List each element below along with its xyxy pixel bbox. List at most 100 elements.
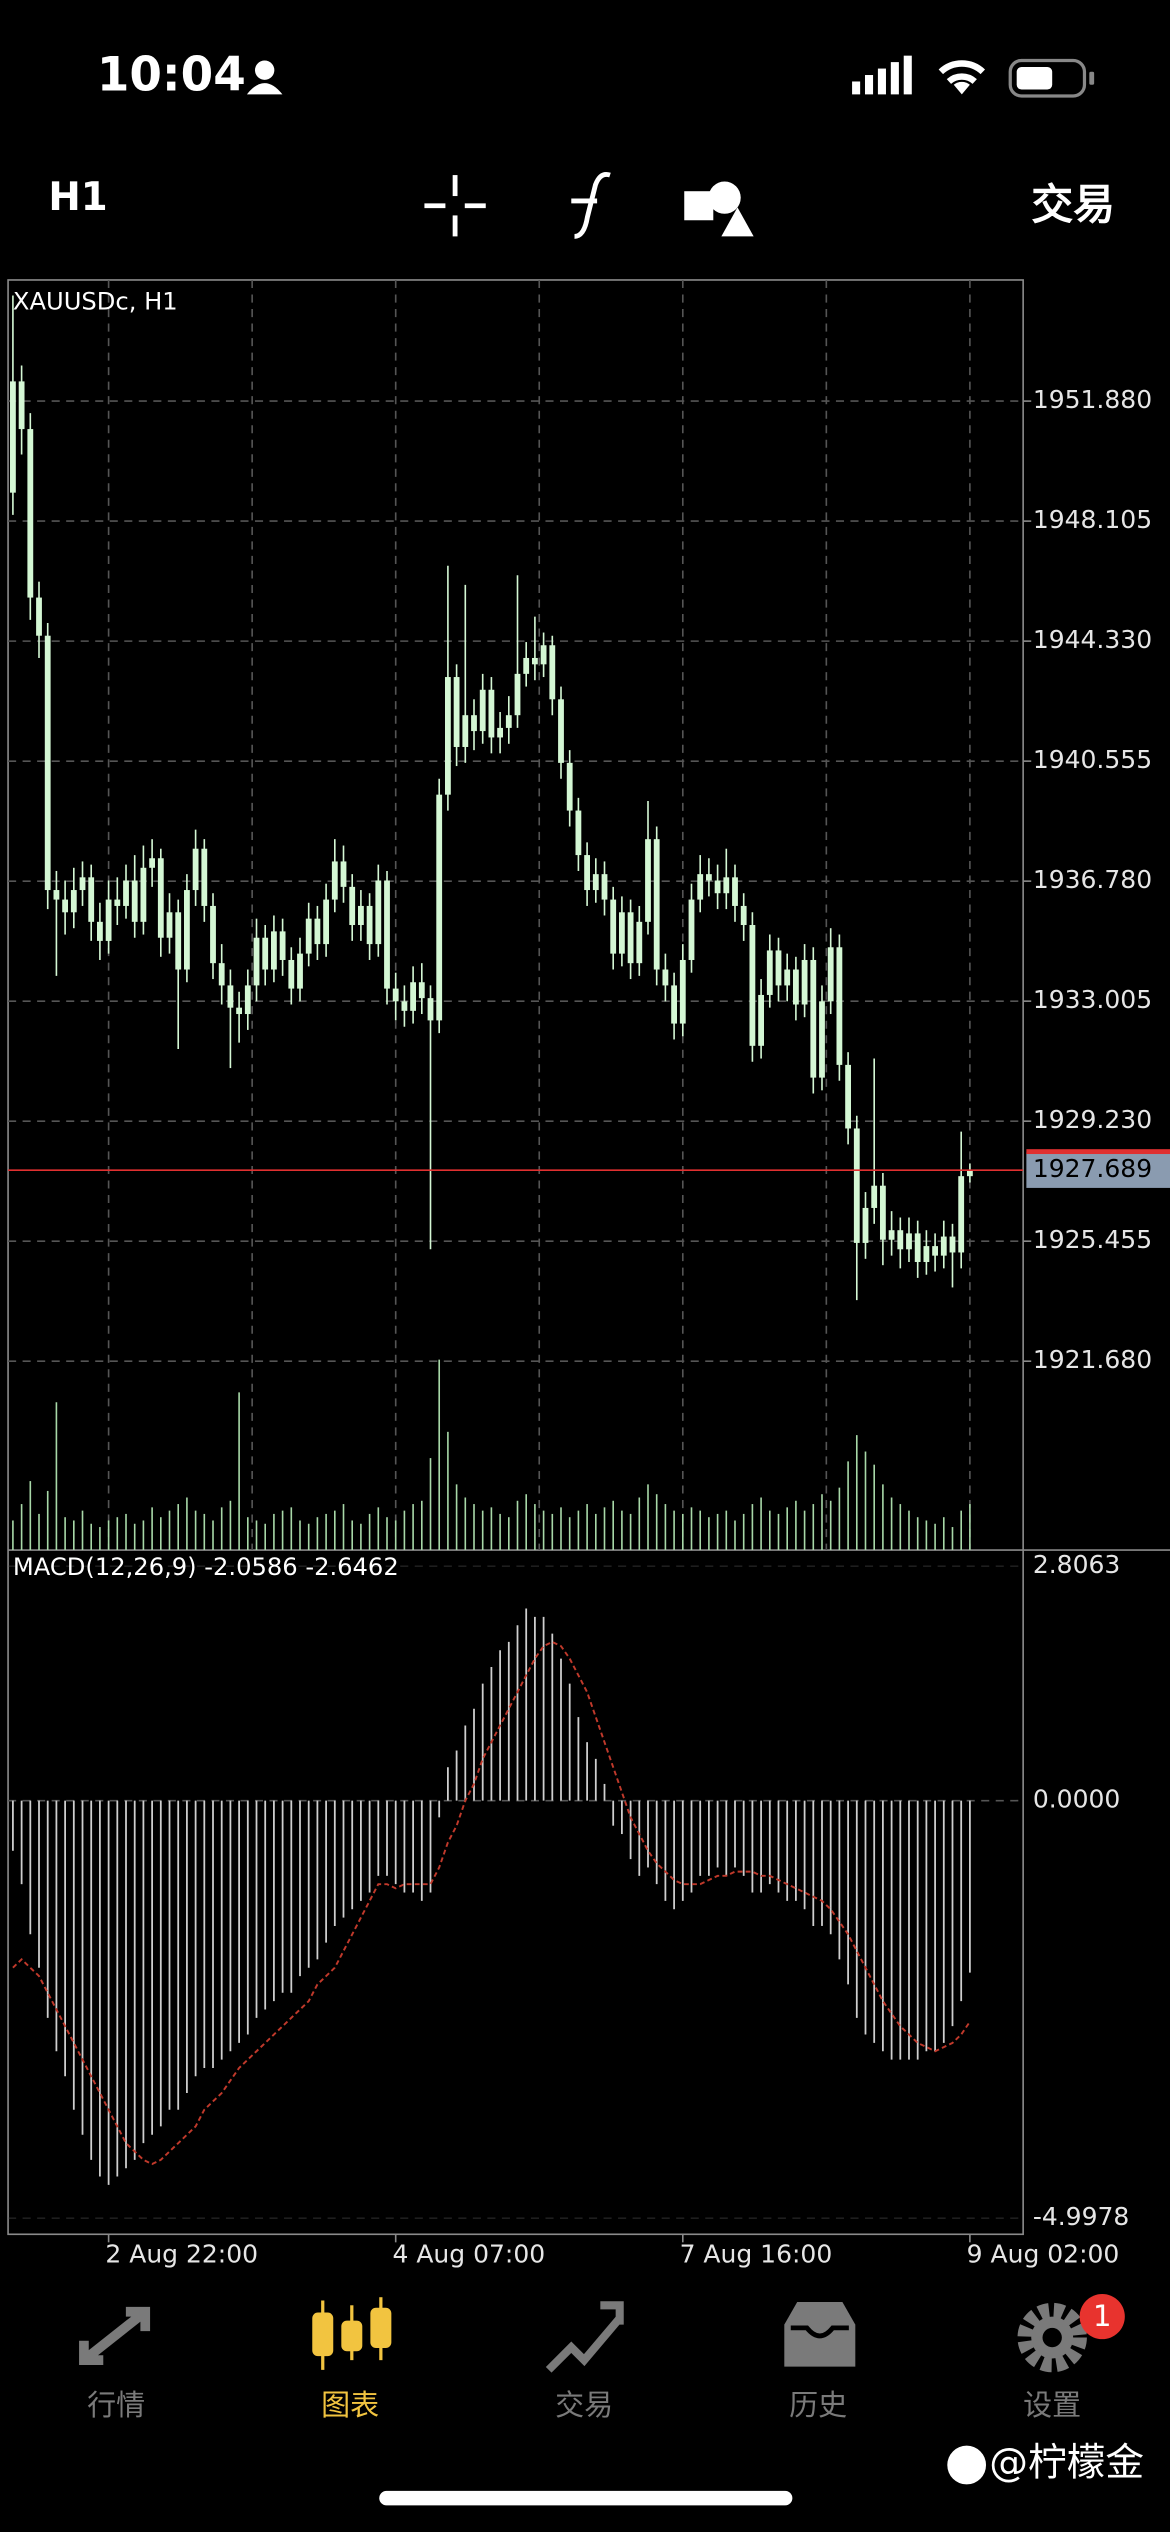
candle-body bbox=[253, 937, 260, 986]
tab-history[interactable]: 历史 bbox=[784, 2302, 856, 2422]
candle-body bbox=[566, 762, 573, 811]
candle-body bbox=[714, 880, 721, 894]
candle-body bbox=[88, 877, 95, 922]
candle-body bbox=[262, 937, 269, 970]
y-tick-label: -4.9978 bbox=[1033, 2202, 1129, 2231]
candle-body bbox=[497, 727, 504, 738]
candle-body bbox=[662, 969, 669, 986]
candle-body bbox=[723, 877, 730, 894]
candles bbox=[10, 295, 973, 1301]
candle-body bbox=[279, 931, 286, 960]
candle-body bbox=[584, 855, 591, 891]
current-price-marker bbox=[1026, 1149, 1170, 1155]
status-time: 10:04 bbox=[97, 49, 246, 103]
y-tick-label: 1951.880 bbox=[1033, 385, 1152, 414]
y-tick-label: 1933.005 bbox=[1033, 985, 1152, 1014]
candle-body bbox=[227, 985, 234, 1008]
y-tick-label: 2.8063 bbox=[1033, 1550, 1120, 1579]
candle-body bbox=[36, 597, 42, 636]
objects-button[interactable] bbox=[684, 181, 754, 237]
candle-body bbox=[888, 1230, 895, 1240]
y-tick-label: 1929.230 bbox=[1033, 1105, 1152, 1134]
tab-quotes[interactable]: 行情 bbox=[79, 2306, 151, 2422]
tab-label: 历史 bbox=[789, 2388, 847, 2422]
candle-body bbox=[775, 950, 782, 986]
badge bbox=[1079, 2293, 1125, 2340]
candle-body bbox=[792, 969, 799, 1005]
timeframe-button[interactable]: H1 bbox=[48, 175, 107, 220]
candle-body bbox=[732, 877, 738, 906]
x-tick-label: 2 Aug 22:00 bbox=[105, 2239, 258, 2268]
candle-body bbox=[636, 921, 643, 964]
tab-settings[interactable]: 设置 bbox=[1017, 2302, 1087, 2422]
tab-trade[interactable]: 交易 bbox=[545, 2301, 624, 2422]
macd-pane bbox=[8, 1565, 1024, 2219]
indicator-button[interactable] bbox=[571, 172, 611, 239]
candle-body bbox=[375, 880, 382, 945]
candle-body bbox=[766, 950, 773, 995]
tab-bar: 行情 图表 交易 历史 设置 1 bbox=[79, 2293, 1125, 2422]
candle-body bbox=[627, 912, 634, 964]
crosshair-button[interactable] bbox=[424, 175, 486, 237]
y-tick-label: 0.0000 bbox=[1033, 1785, 1120, 1814]
candle-body bbox=[18, 381, 25, 430]
candle-body bbox=[645, 839, 651, 922]
candle-body bbox=[410, 982, 417, 1011]
candle-body bbox=[149, 858, 156, 868]
candle-body bbox=[418, 982, 425, 999]
y-tick-label: 1936.780 bbox=[1033, 865, 1152, 894]
y-tick-label: 1925.455 bbox=[1033, 1225, 1152, 1254]
tab-label: 行情 bbox=[87, 2388, 145, 2422]
y-tick-label: 1921.680 bbox=[1033, 1345, 1152, 1374]
candle-body bbox=[819, 1001, 825, 1078]
candle-body bbox=[123, 880, 129, 906]
candle-body bbox=[192, 848, 199, 891]
candle-body bbox=[958, 1176, 965, 1253]
candle-body bbox=[479, 689, 486, 732]
candle-body bbox=[523, 657, 530, 674]
candle-body bbox=[366, 905, 373, 945]
candle-body bbox=[97, 921, 103, 941]
candle-body bbox=[184, 890, 190, 970]
candle-body bbox=[384, 880, 390, 989]
current-price-label: 1927.689 bbox=[1033, 1154, 1152, 1183]
candle-body bbox=[740, 905, 747, 926]
watermark-icon bbox=[947, 2445, 987, 2485]
candle-body bbox=[444, 677, 451, 795]
trade-button[interactable]: 交易 bbox=[1031, 180, 1115, 229]
candle-body bbox=[105, 899, 112, 941]
candle-body bbox=[79, 877, 86, 891]
candle-body bbox=[914, 1233, 921, 1263]
x-tick-label: 4 Aug 07:00 bbox=[392, 2239, 545, 2268]
candle-body bbox=[801, 959, 808, 1005]
y-tick-label: 1940.555 bbox=[1033, 745, 1152, 774]
candle-body bbox=[514, 673, 521, 716]
macd-signal bbox=[12, 1640, 971, 2166]
home-indicator bbox=[379, 2490, 793, 2506]
candle-body bbox=[62, 899, 69, 913]
candle-body bbox=[531, 657, 538, 665]
candle-body bbox=[175, 912, 182, 970]
candle-body bbox=[70, 890, 77, 913]
candle-body bbox=[845, 1064, 851, 1129]
candle-body bbox=[862, 1207, 869, 1243]
candle-body bbox=[897, 1230, 904, 1250]
candle-body bbox=[871, 1185, 878, 1208]
candle-body bbox=[44, 635, 51, 891]
candle-body bbox=[305, 918, 312, 954]
candle-body bbox=[853, 1128, 860, 1243]
candle-body bbox=[697, 874, 704, 900]
tab-label: 交易 bbox=[555, 2388, 613, 2422]
candle-body bbox=[592, 874, 599, 891]
candle-body bbox=[705, 874, 712, 881]
candle-body bbox=[218, 963, 225, 986]
candle-body bbox=[784, 969, 791, 986]
candle-body bbox=[575, 810, 582, 856]
x-tick-label: 7 Aug 16:00 bbox=[680, 2239, 833, 2268]
tab-chart[interactable]: 图表 bbox=[312, 2297, 392, 2422]
axes: 1951.880 1948.105 1944.330 1940.555 1936.780… bbox=[8, 385, 1170, 2268]
candle-body bbox=[340, 861, 347, 887]
